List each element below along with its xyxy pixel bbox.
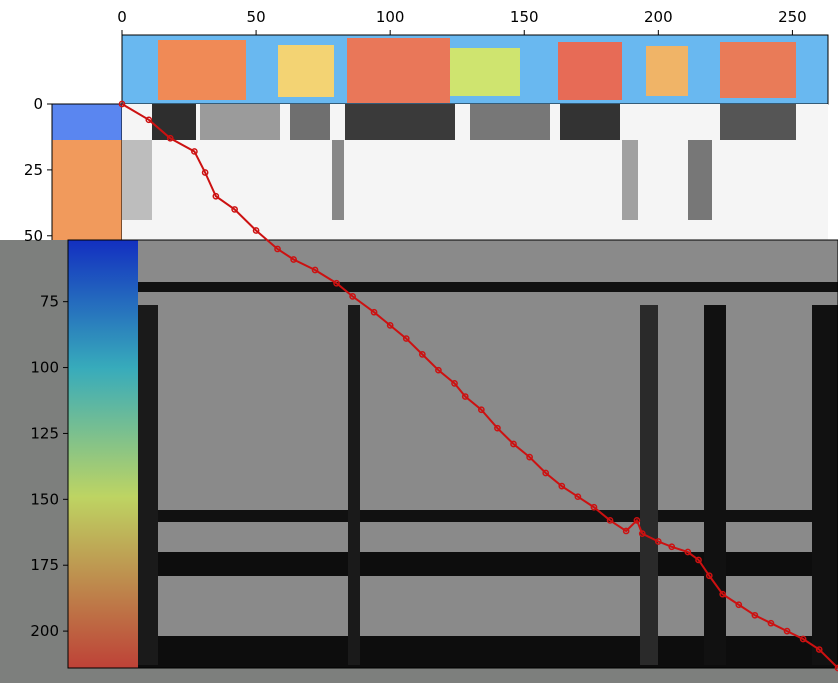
alignment-point	[815, 646, 823, 653]
alignment-point	[590, 503, 598, 511]
alignment-point	[633, 517, 641, 524]
alignment-point	[191, 148, 198, 155]
x-tick-label: 50	[247, 8, 266, 26]
alignment-point	[145, 116, 153, 124]
x-tick-label: 150	[510, 8, 539, 26]
y-axis: 0 25 50 75 100 125 150 175 200	[24, 95, 68, 640]
alignment-point	[510, 440, 517, 448]
alignment-point	[274, 245, 281, 253]
alignment-point	[526, 453, 533, 461]
alignment-path-line	[121, 103, 838, 669]
y-tick-label: 125	[30, 424, 59, 442]
alignment-point	[834, 664, 838, 672]
x-tick-label: 250	[778, 8, 807, 26]
alignment-point	[684, 548, 692, 556]
alignment-path	[118, 100, 838, 672]
alignment-point	[386, 322, 394, 329]
alignment-point	[477, 406, 485, 414]
alignment-point	[212, 192, 220, 200]
alignment-point	[201, 169, 209, 176]
y-tick-label: 25	[24, 161, 43, 179]
x-tick-label: 200	[644, 8, 673, 26]
alignment-point	[461, 393, 469, 400]
alignment-point	[231, 206, 238, 213]
alignment-point	[402, 335, 410, 342]
alignment-point	[695, 556, 702, 564]
y-tick-label: 100	[30, 359, 59, 377]
y-tick-label: 200	[30, 622, 59, 640]
alignment-point	[735, 601, 743, 609]
alignment-point	[654, 538, 662, 545]
alignment-point	[451, 380, 458, 387]
y-tick-label: 50	[24, 227, 43, 245]
alignment-point	[494, 424, 501, 432]
x-axis: 0 50 100 150 200 250	[117, 8, 807, 35]
alignment-point	[118, 100, 126, 108]
alignment-point	[435, 366, 442, 374]
alignment-point	[767, 619, 775, 627]
alignment-point	[333, 279, 340, 287]
alignment-point	[638, 530, 646, 537]
alignment-point	[166, 134, 174, 142]
y-tick-label: 150	[30, 490, 59, 508]
alignment-point	[370, 308, 378, 316]
matrix-lower	[0, 239, 838, 683]
alignment-point	[418, 351, 426, 358]
top-spectrogram	[121, 34, 829, 105]
alignment-point	[558, 482, 566, 490]
alignment-point	[290, 256, 297, 263]
left-spectrogram	[51, 103, 123, 257]
alignment-point	[719, 590, 727, 598]
alignment-point	[574, 493, 582, 501]
x-tick-label: 100	[376, 8, 405, 26]
alignment-point	[751, 611, 759, 619]
alignment-point	[606, 517, 614, 524]
y-tick-label: 175	[30, 556, 59, 574]
alignment-point	[252, 227, 260, 234]
x-tick-label: 0	[117, 8, 127, 26]
y-tick-label: 0	[33, 95, 43, 113]
alignment-point	[783, 627, 791, 635]
alignment-point	[705, 572, 713, 580]
alignment-point	[622, 527, 630, 535]
y-tick-label: 75	[40, 293, 59, 311]
alignment-point	[542, 469, 550, 477]
alignment-point	[799, 635, 807, 643]
alignment-point	[349, 293, 356, 300]
matrix-upper	[122, 104, 828, 256]
alignment-point	[311, 266, 319, 274]
alignment-point	[668, 543, 676, 551]
